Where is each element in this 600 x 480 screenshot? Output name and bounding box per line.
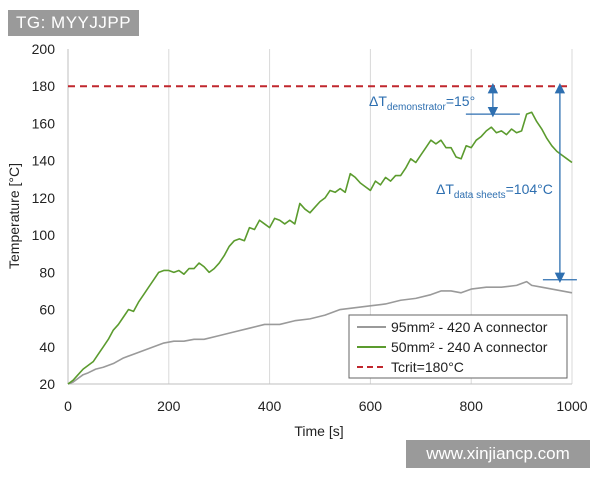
x-tick-label: 200 [157,398,181,414]
x-tick-label: 0 [64,398,72,414]
y-tick-label: 180 [32,78,56,94]
x-tick-label: 1000 [556,398,587,414]
y-tick-label: 100 [32,227,56,243]
annotation-subscript: data sheets [454,190,506,201]
annotation-label: ΔTdemonstrator=15° [369,93,475,113]
annotations: ΔTdemonstrator=15°ΔTdata sheets=104°C [369,83,577,283]
watermark-top-left: TG: MYYJJPP [8,10,140,36]
series-line-50mm [67,111,573,385]
y-tick-label: 80 [39,264,55,280]
x-tick-label: 600 [359,398,383,414]
y-tick-label: 60 [39,302,55,318]
x-axis-label: Time [s] [294,423,343,439]
legend-label: Tcrit=180°C [391,359,464,375]
y-tick-label: 160 [32,115,56,131]
x-tick-label: 800 [460,398,484,414]
series-line-95mm [67,280,573,385]
y-axis-label: Temperature [°C] [6,163,22,269]
y-tick-label: 140 [32,153,56,169]
y-tick-label: 40 [39,339,55,355]
annotation-tail: =104°C [506,181,553,197]
annotation-label: ΔTdata sheets=104°C [436,181,553,201]
annotation-subscript: demonstrator [387,102,447,113]
y-tick-label: 20 [39,376,55,392]
legend-label: 95mm² - 420 A connector [391,319,548,335]
axes: 0 200 400 600 800 1000 20 40 60 80 100 120 140 160 180… [32,41,588,414]
annotation-main: ΔT [436,181,454,197]
legend: 95mm² - 420 A connector 50mm² - 240 A con… [348,314,568,379]
watermark-bottom-right: www.xinjiancp.com [406,440,590,468]
legend-label: 50mm² - 240 A connector [391,339,548,355]
y-tick-label: 120 [32,190,56,206]
x-tick-label: 400 [258,398,282,414]
annotation-tail: =15° [446,93,475,109]
annotation-main: ΔT [369,93,387,109]
y-tick-label: 200 [32,41,56,57]
